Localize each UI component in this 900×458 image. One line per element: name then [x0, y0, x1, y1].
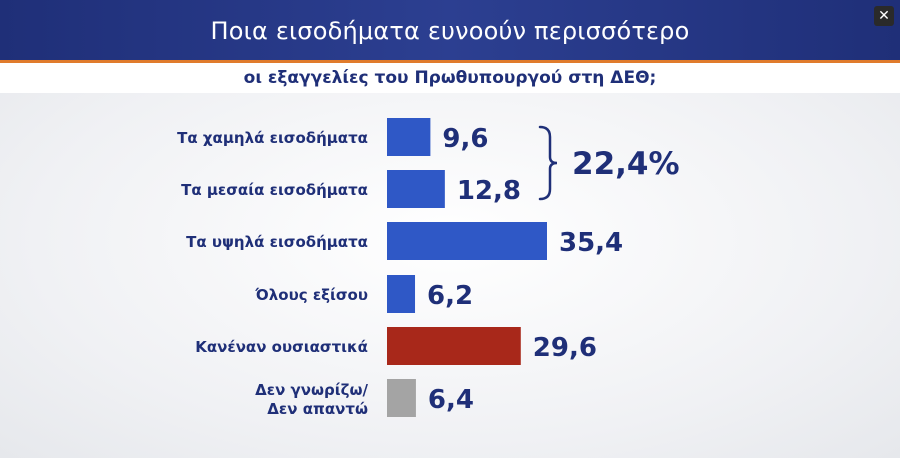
- chart-title: Ποια εισοδήματα ευνοούν περισσότερο: [210, 17, 690, 45]
- value-label-2: 35,4: [559, 228, 623, 258]
- value-label-0: 9,6: [442, 124, 488, 154]
- chart-subtitle: οι εξαγγελίες του Πρωθυπουργού στη ΔΕΘ;: [243, 68, 657, 88]
- title-bar: [0, 0, 900, 60]
- category-label-3: Όλους εξίσου: [254, 286, 368, 304]
- category-label-5: Δεν γνωρίζω/Δεν απαντώ: [255, 381, 368, 418]
- value-label-5: 6,4: [428, 385, 474, 415]
- value-label-1: 12,8: [457, 176, 521, 206]
- group-brace: [538, 125, 558, 201]
- close-icon: ✕: [878, 8, 890, 24]
- bar-3: [387, 275, 416, 313]
- value-label-3: 6,2: [427, 281, 473, 311]
- bar-2: [387, 222, 547, 260]
- category-label-line: Δεν απαντώ: [267, 400, 368, 418]
- bar-0: [387, 118, 431, 156]
- category-label-2: Τα υψηλά εισοδήματα: [186, 233, 368, 251]
- category-label-line: Δεν γνωρίζω/: [255, 381, 368, 399]
- bar-1: [387, 170, 445, 208]
- group-sum-label: 22,4%: [572, 146, 680, 182]
- close-button[interactable]: ✕: [874, 6, 894, 26]
- value-label-4: 29,6: [533, 333, 597, 363]
- subtitle-bar: [0, 63, 900, 93]
- bar-5: [387, 379, 416, 417]
- category-label-4: Κανέναν ουσιαστικά: [195, 338, 368, 356]
- bar-4: [387, 327, 521, 365]
- category-label-0: Τα χαμηλά εισοδήματα: [177, 129, 368, 147]
- accent-divider: [0, 60, 900, 63]
- plot-background: [0, 93, 900, 458]
- category-label-1: Τα μεσαία εισοδήματα: [181, 181, 368, 199]
